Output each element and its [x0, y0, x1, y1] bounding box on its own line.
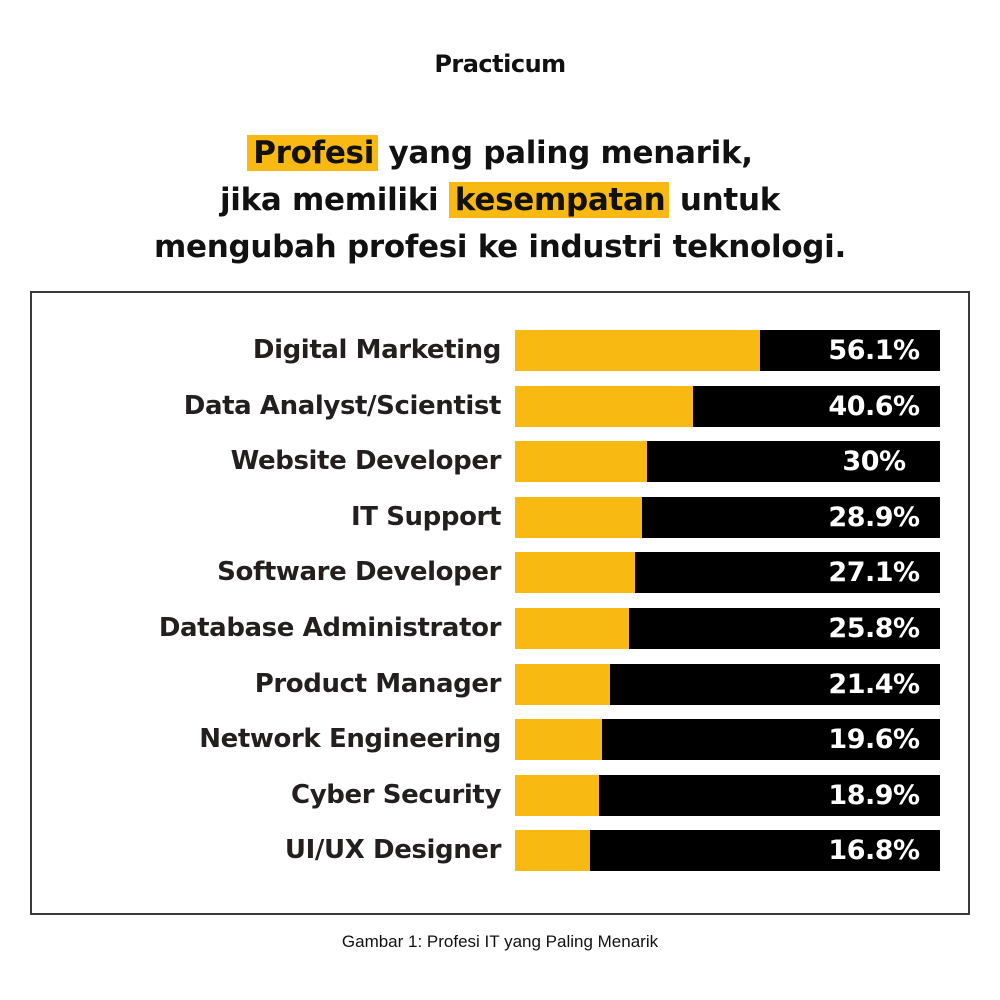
- bar-track: 18.9%: [515, 774, 940, 816]
- chart-title: Profesi yang paling menarik, jika memili…: [0, 130, 1000, 271]
- bar-fill: [515, 552, 635, 594]
- bar-value: 18.9%: [828, 779, 920, 811]
- bar-row: UI/UX Designer 16.8%: [32, 830, 968, 872]
- bar-label: IT Support: [350, 501, 501, 532]
- bar-label: Cyber Security: [291, 779, 501, 810]
- bar-fill: [515, 774, 600, 816]
- bar-track: 40.6%: [515, 385, 940, 427]
- bar-label: UI/UX Designer: [284, 835, 501, 866]
- bar-fill: [515, 830, 590, 872]
- bar-value: 19.6%: [828, 724, 920, 756]
- bar-value: 28.9%: [828, 501, 920, 533]
- bar-row: Website Developer 30%: [32, 441, 968, 483]
- bar-row: Digital Marketing 56.1%: [32, 330, 968, 371]
- bar-value: 27.1%: [828, 557, 920, 589]
- bar-label: Data Analyst/Scientist: [183, 390, 502, 421]
- bar-fill: [515, 663, 610, 705]
- bar-track: 56.1%: [515, 330, 940, 371]
- bar-label: Software Developer: [217, 557, 501, 588]
- bar-row: Database Administrator 25.8%: [32, 608, 968, 649]
- title-line-2-after: untuk: [669, 182, 781, 218]
- bar-label: Website Developer: [230, 446, 502, 477]
- bar-track: 28.9%: [515, 496, 940, 538]
- bar-track: 19.6%: [515, 719, 940, 761]
- bar-track: 27.1%: [515, 552, 940, 594]
- bar-fill: [515, 608, 629, 649]
- bar-fill: [515, 385, 694, 427]
- title-line-3: mengubah profesi ke industri teknologi.: [154, 229, 846, 265]
- bar-row: Software Developer 27.1%: [32, 552, 968, 594]
- title-line-2-before: jika memiliki: [219, 182, 449, 218]
- bar-track: 21.4%: [515, 663, 940, 705]
- bar-label: Digital Marketing: [252, 335, 501, 365]
- bar-value: 21.4%: [828, 668, 920, 700]
- bar-label: Product Manager: [254, 668, 502, 699]
- title-line-1-text: yang paling menarik,: [378, 135, 754, 171]
- bar-value: 25.8%: [828, 613, 920, 644]
- title-line-1: Profesi yang paling menarik,: [0, 130, 1000, 177]
- title-highlight-kesempatan: kesempatan: [448, 182, 670, 218]
- title-highlight-profesi: Profesi: [247, 135, 379, 171]
- bar-value: 40.6%: [828, 390, 920, 422]
- bar-row: Cyber Security 18.9%: [32, 774, 968, 816]
- bar-row: IT Support 28.9%: [32, 496, 968, 538]
- chart-panel: Digital Marketing 56.1% Data Analyst/Scien…: [30, 291, 970, 915]
- bar-row: Product Manager 21.4%: [32, 663, 968, 705]
- bar-fill: [515, 441, 648, 483]
- bar-value: 30%: [842, 446, 906, 478]
- bar-track: 16.8%: [515, 830, 940, 872]
- bar-row: Network Engineering 19.6%: [32, 719, 968, 761]
- bar-label: Database Administrator: [158, 613, 502, 643]
- bar-value: 56.1%: [828, 335, 920, 366]
- bar-fill: [515, 719, 603, 761]
- bar-row: Data Analyst/Scientist 40.6%: [32, 385, 968, 427]
- figure-caption: Gambar 1: Profesi IT yang Paling Menarik: [341, 932, 659, 951]
- bar-label: Network Engineering: [199, 724, 501, 755]
- bar-fill: [515, 330, 761, 371]
- bar-fill: [515, 496, 643, 538]
- bar-track: 25.8%: [515, 608, 940, 649]
- title-line-2: jika memiliki kesempatan untuk: [0, 177, 1000, 224]
- bar-track: 30%: [515, 441, 940, 483]
- brand-logo: Practicum: [434, 50, 566, 78]
- bar-value: 16.8%: [828, 835, 920, 867]
